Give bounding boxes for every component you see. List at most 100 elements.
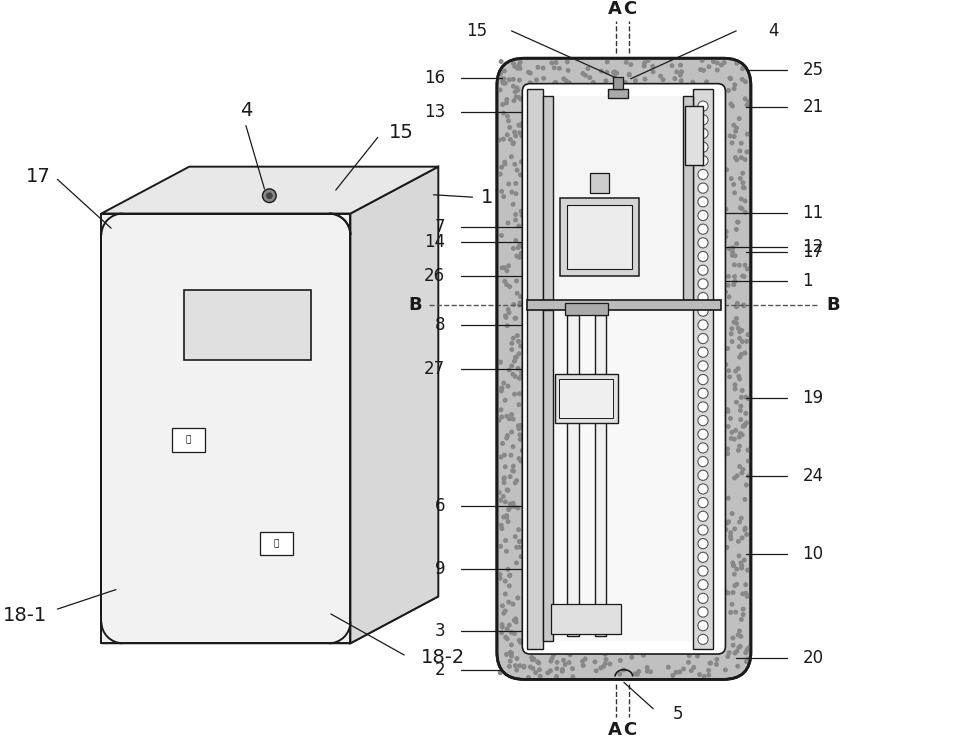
Text: 4: 4 [240, 101, 252, 120]
Circle shape [506, 133, 509, 137]
Circle shape [604, 653, 607, 656]
Bar [608, 89, 627, 98]
Circle shape [506, 568, 510, 571]
Text: 15: 15 [466, 22, 488, 40]
Circle shape [514, 545, 518, 549]
Bar [567, 315, 579, 636]
Circle shape [522, 664, 526, 668]
Circle shape [562, 77, 565, 81]
Circle shape [729, 531, 733, 534]
Circle shape [698, 306, 708, 316]
Circle shape [552, 653, 556, 656]
Text: 5: 5 [673, 704, 683, 723]
Circle shape [567, 81, 571, 84]
Circle shape [504, 500, 507, 503]
Circle shape [738, 520, 741, 524]
Circle shape [679, 79, 683, 83]
Circle shape [519, 252, 523, 255]
Circle shape [730, 602, 734, 606]
Circle shape [513, 375, 517, 378]
Circle shape [735, 126, 739, 130]
Circle shape [698, 197, 708, 207]
Text: 3: 3 [435, 621, 445, 639]
Circle shape [733, 134, 736, 138]
Circle shape [742, 304, 745, 307]
Circle shape [646, 666, 649, 670]
Circle shape [741, 613, 745, 616]
Circle shape [512, 469, 515, 473]
Circle shape [510, 348, 513, 351]
Circle shape [744, 483, 748, 487]
Circle shape [538, 675, 542, 678]
Circle shape [698, 169, 708, 180]
Circle shape [565, 60, 569, 64]
Circle shape [605, 60, 609, 64]
Circle shape [512, 141, 515, 145]
Circle shape [515, 67, 519, 70]
Circle shape [679, 64, 682, 67]
Text: C: C [623, 1, 636, 18]
Text: A: A [608, 721, 622, 739]
Circle shape [498, 88, 502, 92]
Circle shape [747, 474, 750, 477]
Circle shape [725, 545, 729, 549]
Circle shape [707, 65, 711, 69]
Circle shape [505, 516, 509, 519]
Circle shape [266, 192, 273, 199]
Circle shape [503, 453, 506, 457]
Circle shape [619, 658, 622, 662]
Circle shape [517, 427, 521, 431]
Bar [567, 205, 631, 269]
Circle shape [707, 669, 711, 672]
Circle shape [515, 292, 519, 295]
Circle shape [643, 64, 646, 68]
Circle shape [515, 657, 518, 661]
Circle shape [513, 99, 515, 103]
Circle shape [723, 290, 727, 294]
Circle shape [740, 635, 742, 638]
Circle shape [514, 95, 518, 98]
Bar [590, 174, 609, 193]
Circle shape [512, 78, 515, 81]
Circle shape [733, 527, 737, 531]
Circle shape [698, 361, 708, 371]
Circle shape [740, 395, 743, 399]
Circle shape [733, 476, 737, 480]
Circle shape [519, 539, 523, 543]
Circle shape [744, 395, 747, 399]
Circle shape [517, 528, 520, 531]
FancyBboxPatch shape [497, 58, 751, 679]
Circle shape [512, 142, 514, 146]
Circle shape [724, 230, 728, 234]
Circle shape [729, 77, 733, 81]
Circle shape [509, 503, 512, 505]
Circle shape [520, 370, 523, 374]
Circle shape [513, 316, 516, 320]
Circle shape [741, 207, 744, 211]
Circle shape [746, 657, 750, 661]
Circle shape [736, 220, 740, 224]
Circle shape [650, 64, 654, 68]
Circle shape [550, 61, 554, 64]
Circle shape [733, 651, 737, 655]
Circle shape [735, 61, 739, 65]
Circle shape [744, 412, 747, 415]
Circle shape [529, 71, 532, 75]
Circle shape [602, 664, 605, 668]
Circle shape [643, 78, 647, 81]
Circle shape [515, 334, 519, 337]
FancyBboxPatch shape [522, 84, 725, 654]
Circle shape [503, 266, 506, 270]
Bar [559, 378, 613, 418]
Circle shape [732, 321, 736, 324]
Circle shape [518, 61, 522, 64]
Circle shape [499, 545, 502, 548]
Circle shape [727, 89, 730, 92]
Circle shape [725, 168, 728, 171]
Circle shape [698, 320, 708, 330]
Circle shape [738, 149, 741, 153]
Circle shape [729, 537, 733, 540]
Circle shape [687, 661, 690, 664]
Bar [555, 374, 618, 423]
Circle shape [678, 670, 681, 674]
